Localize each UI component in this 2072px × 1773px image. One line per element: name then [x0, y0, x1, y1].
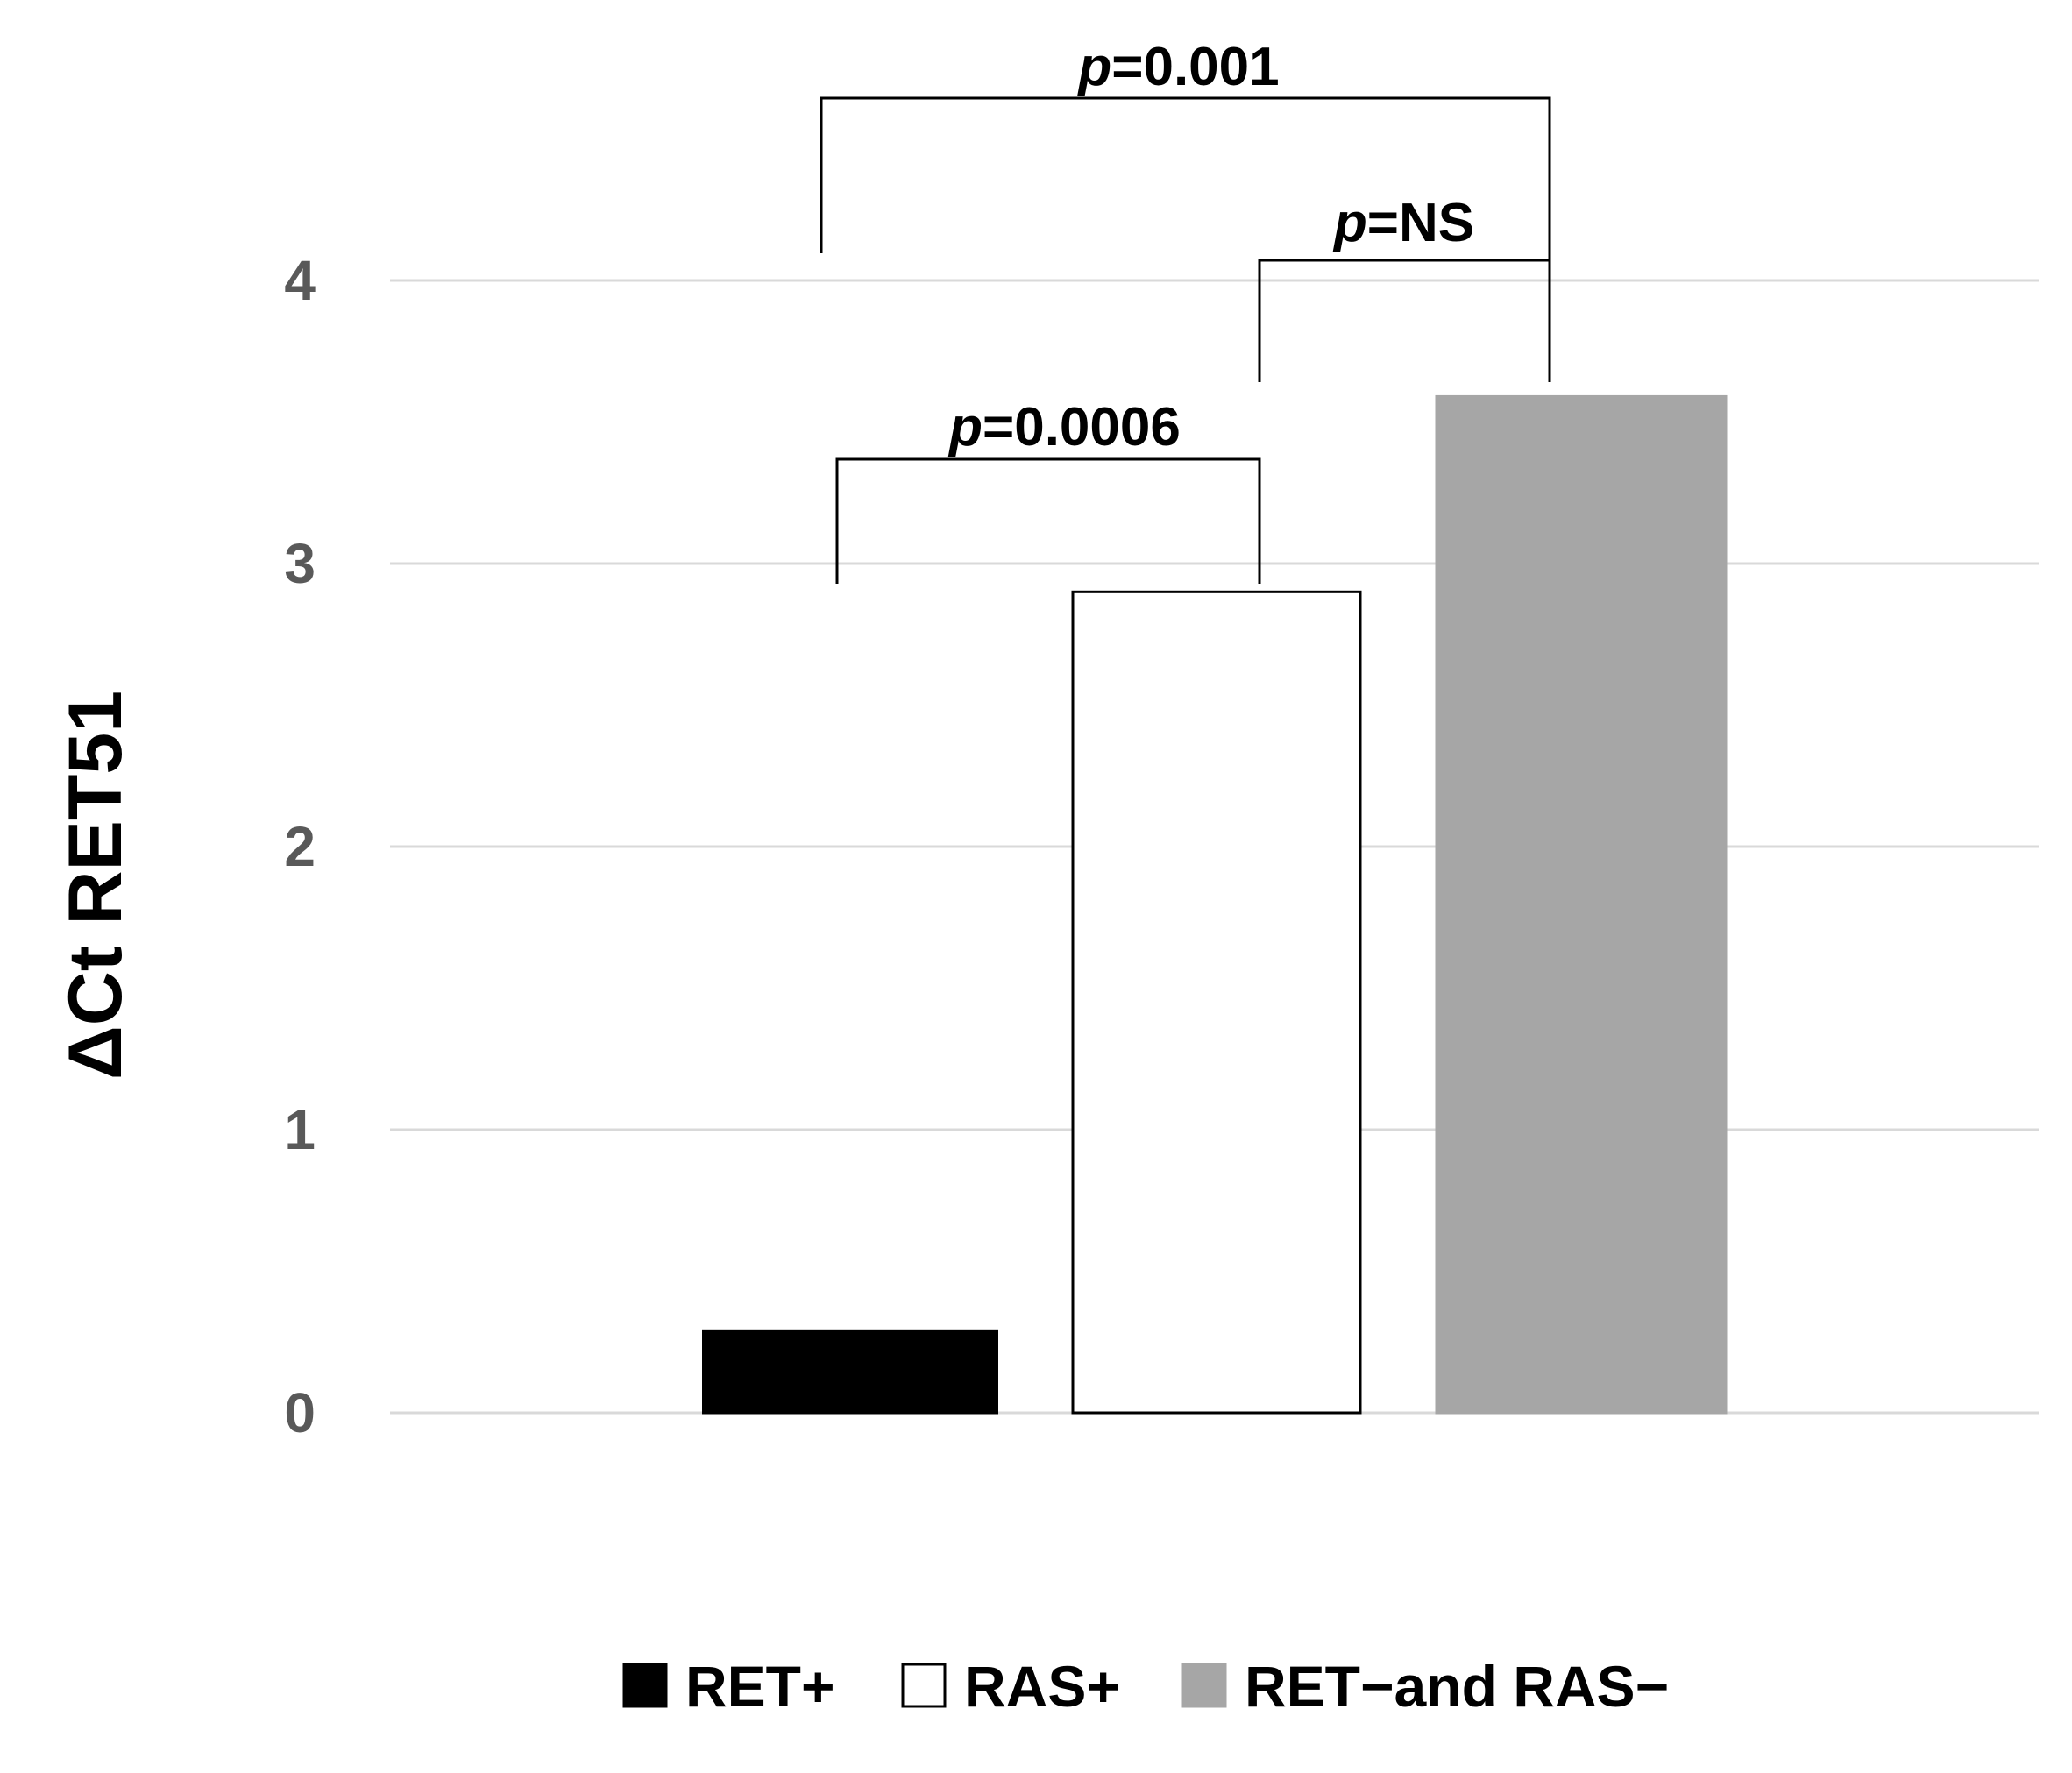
legend: RET+ RAS+ RET−and RAS−: [622, 1654, 1669, 1719]
bracket-2: [820, 96, 1551, 382]
p-value-label-2: p=0.001: [1076, 37, 1279, 97]
y-axis-title: ΔCt RET51: [53, 691, 138, 1080]
bars: [702, 394, 1728, 1415]
bar-2: [1435, 394, 1728, 1415]
legend-swatch-0: [622, 1663, 668, 1708]
bar-1: [1071, 590, 1362, 1415]
y-tick-labels: 0 1 2 3 4: [284, 249, 316, 1444]
y-tick-label-0: 0: [284, 1381, 316, 1444]
p-value-label-0: p=0.0006: [947, 397, 1181, 457]
bracket-1: [1258, 259, 1551, 382]
y-tick-label-3: 3: [284, 532, 316, 595]
y-tick-label-2: 2: [284, 815, 316, 878]
y-tick-label-1: 1: [284, 1098, 316, 1161]
legend-label-0: RET+: [685, 1654, 835, 1719]
significance-brackets: p=0.0006 p=NS p=0.001: [820, 37, 1551, 584]
legend-label-2: RET−and RAS−: [1245, 1654, 1669, 1719]
legend-label-1: RAS+: [964, 1654, 1120, 1719]
bar-0: [702, 1329, 998, 1415]
y-tick-label-4: 4: [284, 249, 316, 312]
legend-swatch-2: [1181, 1663, 1227, 1708]
bracket-0: [835, 457, 1261, 584]
p-value-label-1: p=NS: [1332, 193, 1474, 253]
legend-swatch-1: [901, 1663, 947, 1708]
